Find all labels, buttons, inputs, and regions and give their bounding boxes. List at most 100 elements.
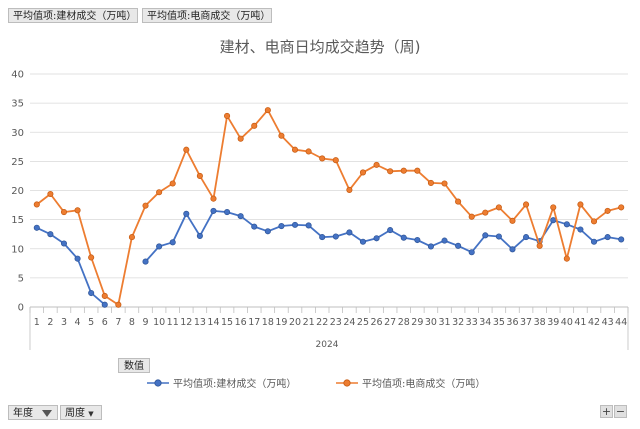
- chart-title: 建材、电商日均成交趋势（周): [220, 38, 421, 56]
- x-tick-label: 32: [452, 317, 464, 328]
- data-point-building-materials: [101, 301, 108, 308]
- legend-marker-building-materials: [154, 379, 162, 387]
- data-point-building-materials: [563, 221, 570, 228]
- data-point-ecommerce: [346, 186, 353, 193]
- data-point-ecommerce: [536, 242, 543, 249]
- x-tick-label: 4: [75, 317, 81, 328]
- x-tick-label: 44: [615, 317, 627, 328]
- x-tick-label: 33: [466, 317, 478, 328]
- data-point-building-materials: [590, 238, 598, 245]
- x-tick-label: 28: [398, 317, 410, 328]
- x-tick-label: 3: [61, 317, 67, 328]
- values-field-button[interactable]: 数值: [118, 358, 150, 373]
- x-tick-label: 16: [235, 317, 247, 328]
- data-point-ecommerce: [74, 207, 81, 214]
- data-point-building-materials: [60, 240, 68, 247]
- data-point-building-materials: [264, 228, 271, 235]
- x-tick-label: 43: [602, 317, 614, 328]
- data-point-building-materials: [278, 222, 285, 230]
- data-point-ecommerce: [455, 198, 462, 205]
- x-tick-label: 9: [142, 317, 148, 328]
- data-point-ecommerce: [264, 107, 271, 114]
- data-point-building-materials: [74, 255, 81, 262]
- data-point-building-materials: [604, 234, 611, 241]
- data-point-ecommerce: [509, 217, 516, 224]
- data-point-ecommerce: [183, 146, 190, 153]
- data-point-ecommerce: [156, 189, 163, 196]
- axis-field-week[interactable]: 周度 ▼: [60, 405, 102, 420]
- data-point-ecommerce: [332, 157, 339, 164]
- x-tick-label: 42: [588, 317, 600, 328]
- x-tick-label: 12: [180, 317, 192, 328]
- x-tick-label: 15: [221, 317, 233, 328]
- data-point-building-materials: [400, 234, 407, 241]
- x-tick-label: 29: [411, 317, 423, 328]
- data-point-ecommerce: [224, 112, 231, 119]
- data-point-ecommerce: [33, 201, 40, 208]
- filter-icon[interactable]: [42, 409, 53, 417]
- x-tick-label: 23: [330, 317, 342, 328]
- data-point-ecommerce: [550, 204, 557, 211]
- data-point-ecommerce: [142, 202, 149, 209]
- data-point-building-materials: [618, 236, 625, 243]
- field-button-ecommerce[interactable]: 平均值项:电商成交（万吨）: [142, 8, 272, 23]
- x-tick-label: 25: [357, 317, 369, 328]
- data-point-ecommerce: [169, 180, 176, 187]
- field-button-building-materials[interactable]: 平均值项:建材成交（万吨）: [8, 8, 138, 23]
- data-point-building-materials: [346, 229, 353, 236]
- data-point-ecommerce: [237, 135, 244, 142]
- data-point-building-materials: [523, 234, 530, 241]
- x-tick-label: 27: [384, 317, 396, 328]
- x-tick-label: 22: [316, 317, 328, 328]
- data-point-building-materials: [224, 209, 231, 216]
- legend-marker-ecommerce: [343, 379, 351, 387]
- x-group-label: 2024: [316, 340, 339, 350]
- x-tick-label: 40: [561, 317, 573, 328]
- data-point-ecommerce: [88, 254, 95, 261]
- data-point-building-materials: [509, 246, 516, 253]
- x-tick-label: 1: [34, 317, 40, 328]
- data-point-building-materials: [210, 207, 217, 214]
- data-point-building-materials: [196, 232, 203, 239]
- zoom-in-button[interactable]: +: [600, 405, 613, 418]
- data-point-building-materials: [88, 289, 95, 297]
- axis-field-year[interactable]: 年度: [8, 405, 58, 420]
- x-tick-label: 35: [493, 317, 505, 328]
- x-tick-label: 13: [194, 317, 206, 328]
- y-tick-label: 10: [11, 244, 24, 255]
- x-tick-label: 10: [153, 317, 165, 328]
- data-point-building-materials: [495, 233, 502, 240]
- y-tick-label: 15: [11, 215, 24, 226]
- data-point-building-materials: [441, 237, 448, 244]
- data-point-building-materials: [359, 238, 367, 245]
- data-point-ecommerce: [115, 301, 122, 308]
- axis-field-week-label: 周度: [65, 408, 85, 419]
- data-point-building-materials: [427, 243, 434, 250]
- data-point-ecommerce: [577, 201, 584, 208]
- x-tick-label: 18: [262, 317, 274, 328]
- chevron-down-icon[interactable]: ▼: [88, 410, 94, 418]
- data-point-ecommerce: [278, 132, 285, 139]
- x-tick-label: 37: [520, 317, 532, 328]
- data-point-building-materials: [332, 233, 339, 240]
- x-tick-label: 19: [275, 317, 287, 328]
- y-tick-label: 40: [11, 70, 24, 81]
- data-point-building-materials: [237, 213, 244, 220]
- y-tick-label: 35: [11, 99, 24, 110]
- data-point-building-materials: [183, 210, 190, 217]
- data-point-ecommerce: [400, 167, 407, 174]
- data-point-ecommerce: [523, 201, 530, 208]
- data-point-building-materials: [482, 232, 489, 239]
- data-point-building-materials: [142, 258, 149, 265]
- x-tick-label: 39: [547, 317, 559, 328]
- data-point-building-materials: [577, 226, 584, 233]
- y-tick-label: 5: [18, 273, 24, 284]
- zoom-out-button[interactable]: −: [614, 405, 627, 418]
- data-point-ecommerce: [101, 292, 108, 299]
- data-point-ecommerce: [47, 190, 54, 198]
- x-tick-label: 41: [574, 317, 586, 328]
- data-point-ecommerce: [441, 180, 448, 187]
- data-point-ecommerce: [427, 179, 434, 186]
